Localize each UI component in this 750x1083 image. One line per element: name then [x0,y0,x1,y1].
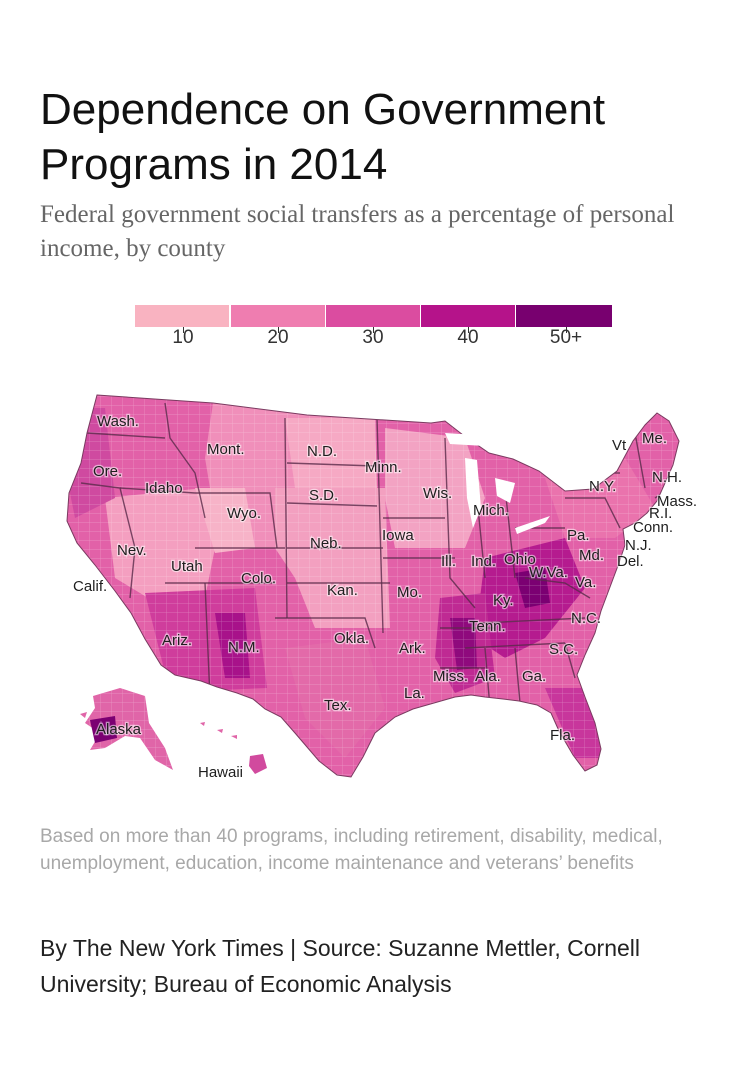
legend-swatch-50-plus [516,305,612,327]
legend-tick [278,327,279,333]
county-choropleth-map: Wash. Ore. Idaho Mont. Wyo. N.D. S.D. Ne… [45,378,715,798]
label-ohio: Ohio [504,551,536,568]
label-wva: W.Va. [529,564,568,581]
chart-title: Dependence on Government Programs in 201… [40,85,606,189]
legend-tick [183,327,184,333]
label-tex: Tex. [324,697,352,714]
label-nd: N.D. [307,443,337,460]
hawaii [200,722,267,774]
label-mich: Mich. [473,502,509,519]
label-mo: Mo. [397,584,422,601]
methodology-note: Based on more than 40 programs, includin… [40,826,663,874]
label-la: La. [404,685,425,702]
label-sd: S.D. [309,487,338,504]
label-calif: Calif. [73,578,107,595]
label-me: Me. [642,430,667,447]
label-pa: Pa. [567,527,590,544]
label-ind: Ind. [471,553,496,570]
source-credit: By The New York Times | Source: Suzanne … [40,935,640,997]
label-minn: Minn. [365,459,402,476]
contiguous-us [66,394,680,778]
label-fla: Fla. [550,727,575,744]
label-kan: Kan. [327,582,358,599]
label-mont: Mont. [207,441,245,458]
legend-tick [566,327,567,333]
legend-tick [373,327,374,333]
label-utah: Utah [171,558,203,575]
legend-tick [468,327,469,333]
legend-swatch-10 [135,305,229,327]
label-tenn: Tenn. [469,618,506,635]
state-labels: Wash. Ore. Idaho Mont. Wyo. N.D. S.D. Ne… [72,412,699,783]
label-idaho: Idaho [145,480,183,497]
legend-swatch-20 [231,305,325,327]
label-conn: Conn. [633,519,673,536]
label-vt: Vt [612,437,627,454]
label-wis: Wis. [423,485,452,502]
label-nj: N.J. [625,537,652,554]
label-wyo: Wyo. [227,505,261,522]
lake-erie [515,516,550,534]
color-legend: 10 20 30 40 50+ [135,305,615,353]
us-map-svg: Wash. Ore. Idaho Mont. Wyo. N.D. S.D. Ne… [66,394,699,783]
alaska [80,688,173,770]
label-al: Ala. [475,668,501,685]
label-ariz: Ariz. [162,632,192,649]
label-sc: S.C. [549,641,578,658]
label-neb: Neb. [310,535,342,552]
label-mass: Mass. [657,493,697,510]
chart-subtitle: Federal government social transfers as a… [40,201,675,262]
label-nm: N.M. [228,639,260,656]
lake-huron [495,478,515,503]
label-wash: Wash. [97,413,139,430]
legend-label-50-plus: 50+ [549,327,583,348]
label-ms: Miss. [433,668,468,685]
legend-swatch-40 [421,305,515,327]
label-nh: N.H. [652,469,682,486]
label-ore: Ore. [93,463,122,480]
label-nev: Nev. [117,542,147,559]
label-okla: Okla. [334,630,369,647]
label-ill: Ill. [441,553,456,570]
label-alaska: Alaska [96,721,142,738]
label-ar: Ark. [399,640,426,657]
label-hawaii: Hawaii [198,764,243,781]
legend-swatch-30 [326,305,420,327]
legend-label-20: 20 [267,327,289,348]
label-iowa: Iowa [382,527,414,544]
label-va: Va. [575,574,596,591]
label-del: Del. [617,553,644,570]
lake-michigan [465,458,481,528]
state-borders [80,402,671,709]
legend-label-10: 10 [172,327,194,348]
lake-superior [445,433,495,446]
label-nc: N.C. [571,610,601,627]
label-ga: Ga. [522,668,546,685]
label-colo: Colo. [241,570,276,587]
label-ri: R.I. [649,505,672,522]
label-ky: Ky. [493,592,514,609]
legend-label-40: 40 [457,327,479,348]
label-ny: N.Y. [589,478,616,495]
label-md: Md. [579,547,604,564]
legend-label-30: 30 [362,327,384,348]
